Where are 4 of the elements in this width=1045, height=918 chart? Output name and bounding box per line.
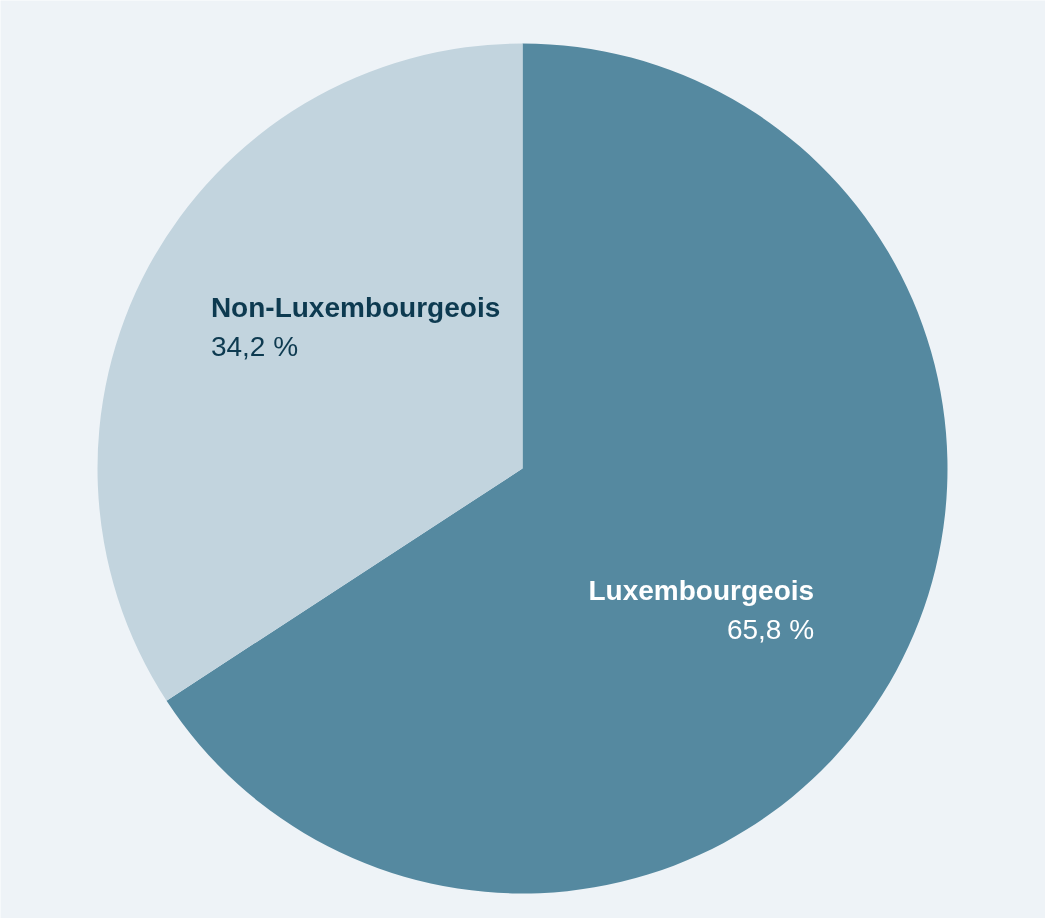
slice-label: Luxembourgeois (588, 575, 815, 607)
slice-label: Non-Luxembourgeois (210, 291, 501, 323)
data-label: 65,8 % (726, 614, 815, 646)
data-label: 34,2 % (210, 330, 299, 362)
